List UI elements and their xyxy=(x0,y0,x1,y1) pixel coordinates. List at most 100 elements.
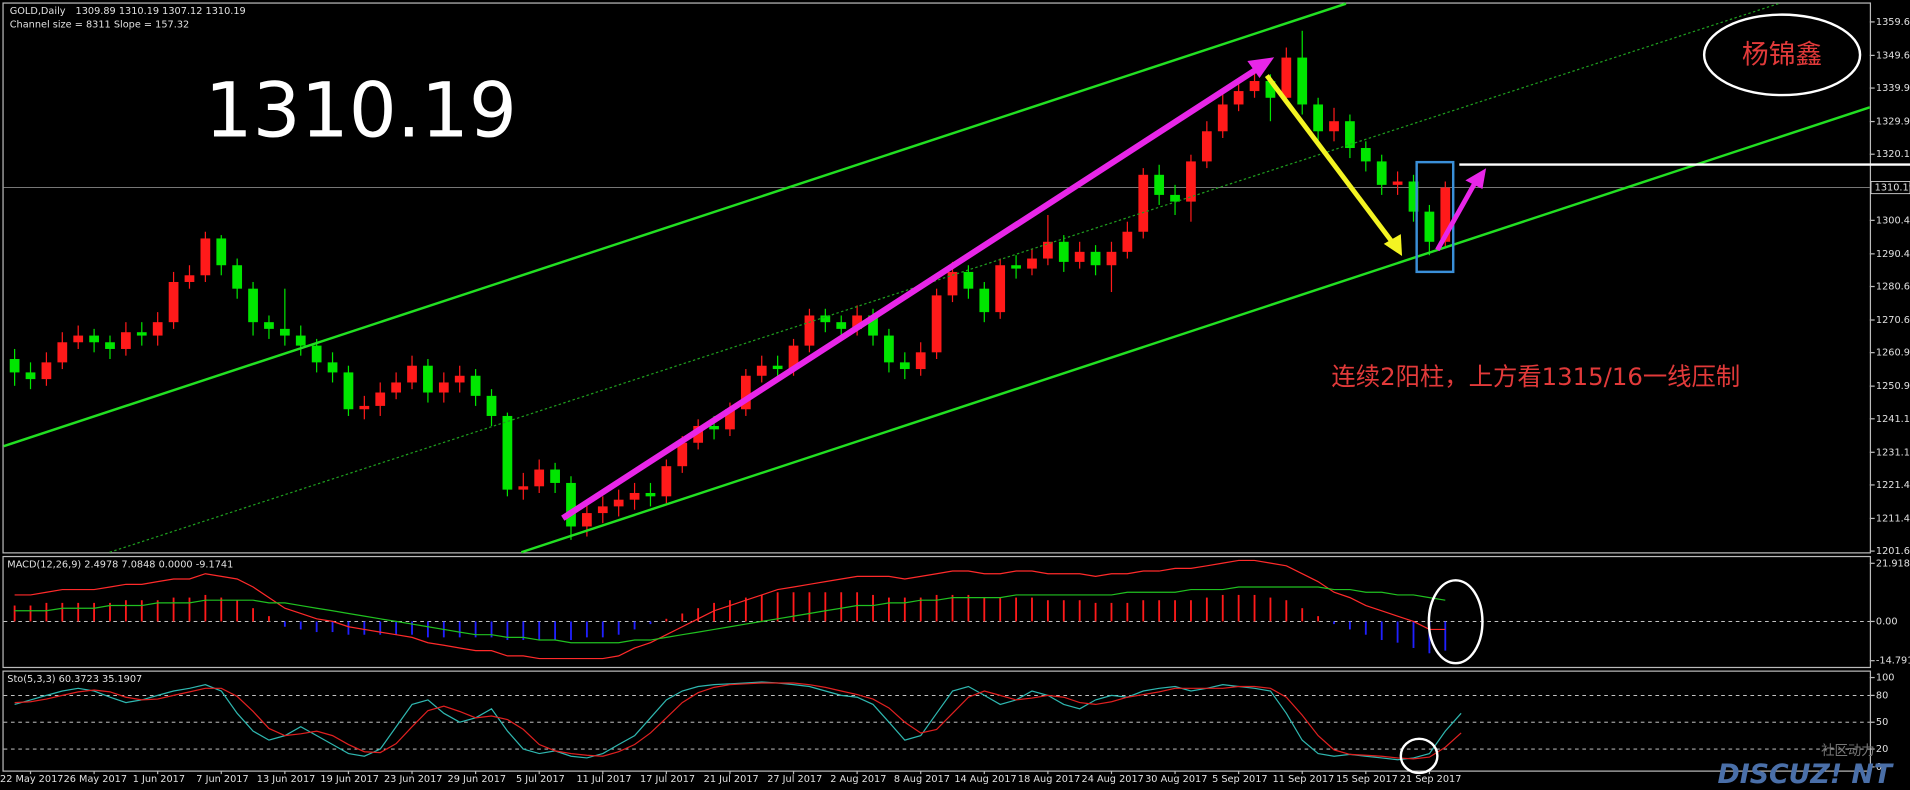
candle-body xyxy=(852,315,862,329)
candle-body xyxy=(1011,265,1021,269)
arrow-head xyxy=(1465,168,1487,189)
channel-info: Channel size = 8311 Slope = 157.32 xyxy=(10,19,189,30)
y-tick-label: 1211.40 xyxy=(1876,513,1910,524)
candle-body xyxy=(1074,251,1085,262)
candle-body xyxy=(216,238,227,266)
candle-body xyxy=(1424,211,1435,242)
x-tick-label: 30 Aug 2017 xyxy=(1145,774,1207,785)
arrow-up xyxy=(561,63,1264,521)
y-tick-label: 1300.40 xyxy=(1876,215,1910,226)
candle-body xyxy=(693,426,704,443)
chart-title: GOLD,Daily xyxy=(10,6,66,17)
candle-body xyxy=(1090,251,1101,266)
candle-body xyxy=(1360,148,1371,162)
name-ellipse xyxy=(1702,13,1862,97)
candle-body xyxy=(836,322,847,329)
y-tick-label: 1231.15 xyxy=(1876,447,1910,458)
candle-body xyxy=(486,395,497,416)
author-name: 杨锦鑫 xyxy=(1742,40,1822,71)
current-price-box xyxy=(1870,181,1910,195)
candle-body xyxy=(89,335,99,343)
x-tick-label: 8 Aug 2017 xyxy=(894,774,950,785)
candle-body xyxy=(438,382,449,393)
channel-lower xyxy=(520,106,1871,554)
candle-body xyxy=(9,359,20,373)
candle-body xyxy=(391,382,402,393)
candle-body xyxy=(947,271,958,296)
arrow-head xyxy=(1383,234,1403,257)
stoch-title: Sto(5,3,3) 60.3723 35.1907 xyxy=(7,674,142,685)
arrow-down xyxy=(1264,74,1396,246)
candle-body xyxy=(502,415,513,490)
macd-panel-border xyxy=(2,555,1872,669)
arrow-head xyxy=(1247,57,1275,79)
x-tick-label: 11 Sep 2017 xyxy=(1273,774,1335,785)
y-tick-label: 1201.65 xyxy=(1876,546,1910,557)
y-tick-label: 1250.90 xyxy=(1876,381,1910,392)
candle-body xyxy=(152,322,163,336)
candle-body xyxy=(1201,131,1212,162)
current-price-label: 1310.19 xyxy=(1875,183,1910,194)
candle-body xyxy=(1138,174,1149,232)
candle-body xyxy=(725,409,735,430)
candle-body xyxy=(645,492,656,497)
candle-body xyxy=(1265,81,1276,98)
candle-body xyxy=(1249,81,1260,92)
candle-body xyxy=(677,442,688,467)
x-tick-label: 27 Jul 2017 xyxy=(767,774,822,785)
candle-body xyxy=(200,238,211,276)
y-tick-label: 100 xyxy=(1876,673,1895,684)
y-tick-label: 1339.90 xyxy=(1876,83,1910,94)
candle-body xyxy=(1122,231,1133,252)
x-tick-label: 5 Sep 2017 xyxy=(1212,774,1267,785)
watermark-logo: DISCUZ! NT xyxy=(1718,759,1895,790)
candle-body xyxy=(1043,241,1053,259)
indicator-line xyxy=(14,681,1462,761)
candle-body xyxy=(820,315,831,323)
arrow-up xyxy=(1435,179,1479,252)
candle-body xyxy=(931,295,942,353)
candle-body xyxy=(995,265,1006,313)
x-tick-label: 24 Aug 2017 xyxy=(1082,774,1144,785)
candle-body xyxy=(454,375,465,383)
y-tick-label: 0.00 xyxy=(1876,616,1898,627)
candle-body xyxy=(1027,258,1037,269)
candle-body xyxy=(343,372,354,410)
candle-body xyxy=(1233,91,1244,105)
candle-body xyxy=(279,328,290,336)
x-tick-label: 13 Jun 2017 xyxy=(257,774,316,785)
x-tick-label: 14 Aug 2017 xyxy=(954,774,1016,785)
y-tick-label: 1359.65 xyxy=(1876,17,1910,28)
candle-body xyxy=(534,469,545,487)
candle-body xyxy=(105,342,115,349)
candle-body xyxy=(884,335,894,363)
candle-body xyxy=(566,482,576,527)
candle-body xyxy=(613,499,624,507)
candle-body xyxy=(423,365,433,393)
y-tick-label: 80 xyxy=(1876,690,1888,701)
y-tick-label: 1221.40 xyxy=(1876,480,1910,491)
candle-body xyxy=(311,345,322,363)
stoch-panel-border xyxy=(2,670,1872,772)
macd-title: MACD(12,26,9) 2.4978 7.0848 0.0000 -9.17… xyxy=(7,559,233,570)
candle-body xyxy=(629,492,640,500)
candle-body xyxy=(899,362,910,370)
chart-subtitle: 1309.89 1310.19 1307.12 1310.19 xyxy=(76,6,246,17)
candle-body xyxy=(41,362,52,380)
x-tick-label: 23 Jun 2017 xyxy=(384,774,443,785)
candle-body xyxy=(1186,161,1196,202)
y-tick-label: 21.9183 xyxy=(1876,558,1910,569)
indicator-line xyxy=(14,559,1446,660)
x-tick-label: 7 Jun 2017 xyxy=(196,774,248,785)
drawings xyxy=(3,2,1910,775)
candle-body xyxy=(1329,121,1339,132)
y-tick-label: 50 xyxy=(1876,717,1888,728)
candle-body xyxy=(327,362,338,373)
candle-body xyxy=(1058,241,1069,262)
candle-body xyxy=(168,281,179,323)
watermark-cn: 社区动力 xyxy=(1821,743,1875,759)
frame xyxy=(2,2,1872,772)
candle-body xyxy=(1313,104,1323,132)
